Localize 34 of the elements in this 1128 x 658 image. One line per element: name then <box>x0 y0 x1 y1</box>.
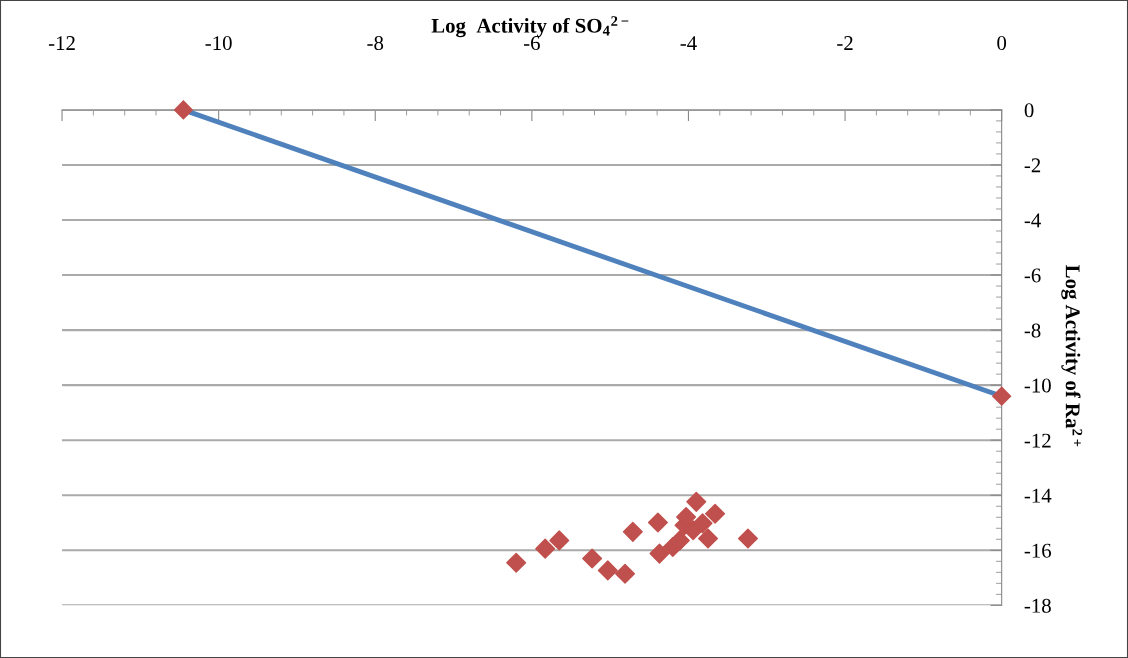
x-tick-label: 0 <box>997 36 1007 51</box>
y-tick-label: 0 <box>1024 103 1034 118</box>
point <box>549 530 570 551</box>
y-axis-title: Log Activity of Ra$^{2+}$ <box>1061 265 1083 447</box>
y-tick-label: -8 <box>1024 323 1041 338</box>
x-tick-label: -4 <box>680 36 697 50</box>
point <box>698 528 719 549</box>
point <box>582 548 603 569</box>
y-tick-label: -10 <box>1024 378 1051 393</box>
x-tick-label: -8 <box>367 36 384 51</box>
point <box>669 530 690 551</box>
point <box>737 528 758 549</box>
point <box>692 513 713 534</box>
point <box>647 512 668 533</box>
y-tick-label: -16 <box>1024 543 1052 558</box>
y-tick-label: -6 <box>1024 268 1041 283</box>
x-tick-label: -6 <box>523 36 540 51</box>
point <box>615 563 636 584</box>
point <box>506 552 527 573</box>
point <box>622 521 643 542</box>
x-tick-label: -10 <box>205 36 232 51</box>
y-tick-label: -4 <box>1024 213 1041 228</box>
point <box>705 503 726 524</box>
x-axis-title: Log Activity of SO$_{4}$$^{2−}$ <box>431 16 629 38</box>
point <box>649 543 670 564</box>
x-tick-label: -12 <box>48 36 75 50</box>
point <box>686 491 707 512</box>
y-tick-label: -14 <box>1024 488 1052 503</box>
y-tick-label: -12 <box>1024 433 1051 448</box>
y-tick-label: -2 <box>1024 158 1041 173</box>
y-tick-label: -18 <box>1024 598 1051 613</box>
point <box>597 560 618 581</box>
point <box>535 538 556 559</box>
x-tick-label: -2 <box>837 36 853 50</box>
